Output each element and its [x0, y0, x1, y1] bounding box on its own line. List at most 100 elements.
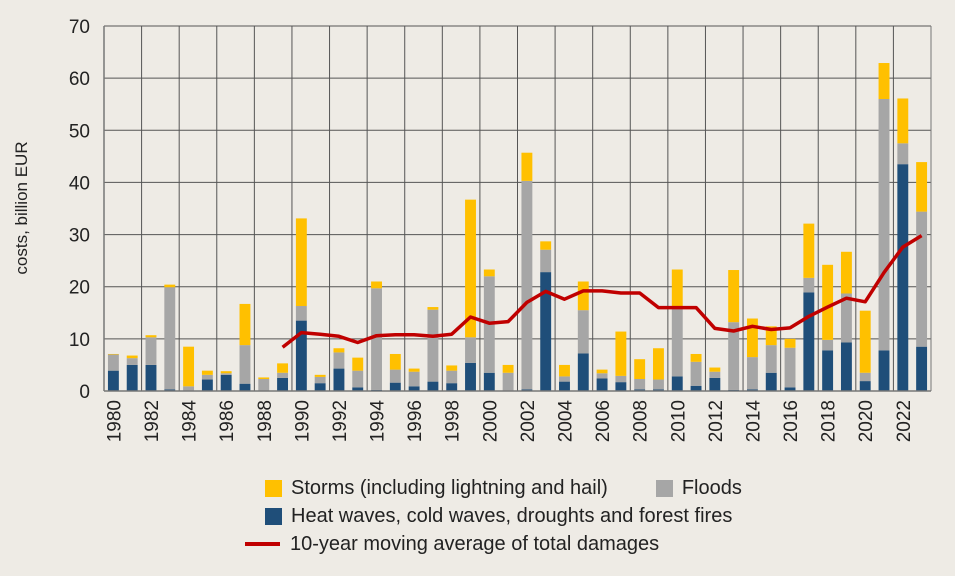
legend-storms: Storms (including lightning and hail)	[291, 477, 608, 499]
bar-segment	[709, 367, 721, 372]
y-tick-label: 60	[69, 69, 90, 90]
bar-segment	[765, 372, 777, 391]
bar-segment	[916, 162, 928, 212]
bar-segment	[803, 277, 815, 293]
bar-segment	[634, 359, 646, 380]
bar-segment	[352, 370, 364, 388]
bar-segment	[220, 371, 232, 374]
bar-segment	[728, 322, 740, 390]
bar-segment	[502, 364, 514, 373]
axes	[103, 26, 931, 392]
x-tick-labels: 1980 1982 1984 1986 1988 1990 1992 1994 1996 1998…	[104, 400, 914, 443]
bar-segment	[746, 318, 758, 358]
bar-segment	[671, 376, 683, 391]
bar-segment	[145, 335, 157, 338]
bar-segment	[897, 143, 909, 165]
x-tick-label: 2022	[894, 400, 915, 442]
bar-segment	[164, 287, 176, 390]
bar-segment	[277, 363, 289, 373]
x-tick-label: 1996	[405, 400, 426, 442]
bar-segment	[540, 272, 552, 391]
bar-segment	[709, 377, 721, 391]
bar-segment	[878, 63, 890, 99]
bar-segment	[427, 307, 439, 310]
bar-segment	[765, 326, 777, 346]
bar-segment	[859, 372, 871, 382]
legend-row-1: Storms (including lightning and hail) Fl…	[245, 474, 742, 502]
avg-line-swatch	[245, 542, 280, 546]
x-tick-label: 2002	[518, 400, 539, 442]
bar-segment	[577, 353, 589, 391]
bar-segment	[183, 386, 195, 391]
bar-segment	[577, 310, 589, 354]
x-tick-label: 2006	[593, 400, 614, 442]
bar-segment	[220, 374, 232, 391]
bar-segment	[709, 371, 721, 378]
x-tick-label: 2020	[856, 400, 877, 442]
y-axis-label: costs, billion EUR	[12, 141, 31, 274]
bar-segment	[465, 199, 476, 338]
bar-segment	[333, 352, 345, 369]
bar-segment	[126, 355, 138, 359]
bar-segment	[145, 364, 157, 391]
bar-segment	[408, 371, 420, 387]
bar-segment	[540, 241, 552, 250]
bar-segment	[897, 98, 909, 144]
bar-segment	[107, 354, 119, 371]
bar-segment	[653, 348, 664, 380]
bar-segment	[746, 389, 758, 391]
legend-floods: Floods	[681, 477, 742, 499]
bar-segment	[521, 180, 533, 390]
bar-segment	[502, 372, 514, 391]
bar-segment	[201, 374, 213, 380]
bar-segment	[201, 370, 213, 375]
bar-segment	[220, 373, 232, 375]
x-tick-label: 1992	[330, 400, 351, 442]
bar-segment	[427, 309, 439, 382]
legend-avg: 10-year moving average of total damages	[290, 533, 660, 555]
bar-segment	[408, 368, 420, 372]
bar-segment	[690, 361, 702, 386]
x-tick-label: 1982	[142, 400, 163, 442]
y-tick-label: 20	[69, 278, 90, 299]
bar-segment	[446, 383, 458, 391]
bar-segment	[239, 345, 251, 384]
y-tick-label: 10	[69, 330, 90, 351]
y-tick-label: 70	[69, 17, 90, 38]
x-tick-label: 2000	[480, 400, 501, 442]
x-tick-label: 1986	[217, 400, 238, 442]
bar-segment	[446, 365, 458, 371]
bar-segment	[615, 375, 627, 383]
bar-segment	[389, 369, 401, 383]
bar-segment	[671, 307, 683, 377]
x-tick-label: 1980	[104, 400, 125, 442]
bar-segment	[690, 353, 702, 362]
bar-segment	[822, 264, 834, 340]
bar-segment	[408, 386, 420, 391]
bar-segment	[465, 337, 476, 363]
floods-swatch	[655, 479, 673, 497]
bar-segment	[784, 347, 796, 388]
legend-row-2: Heat waves, cold waves, droughts and for…	[245, 502, 742, 530]
heat-swatch	[265, 507, 282, 525]
bar-segment	[295, 218, 307, 307]
bar-segment	[916, 211, 928, 347]
x-tick-label: 2012	[706, 400, 727, 442]
bar-segment	[446, 370, 458, 384]
x-tick-label: 2004	[556, 400, 577, 443]
bar-segment	[371, 281, 382, 289]
bar-segment	[540, 249, 552, 273]
y-tick-label: 50	[69, 121, 90, 142]
bar-segment	[840, 293, 852, 343]
x-tick-label: 2008	[631, 400, 652, 442]
bar-segment	[634, 389, 646, 391]
bar-segment	[126, 364, 138, 391]
x-tick-label: 2010	[668, 400, 689, 442]
x-tick-label: 1994	[368, 400, 389, 443]
bar-segment	[145, 337, 157, 365]
bar-segment	[878, 99, 890, 351]
x-tick-label: 1988	[255, 400, 276, 442]
bar-segment	[107, 353, 119, 355]
bar-segment	[596, 378, 608, 391]
bar-segment	[483, 269, 495, 277]
